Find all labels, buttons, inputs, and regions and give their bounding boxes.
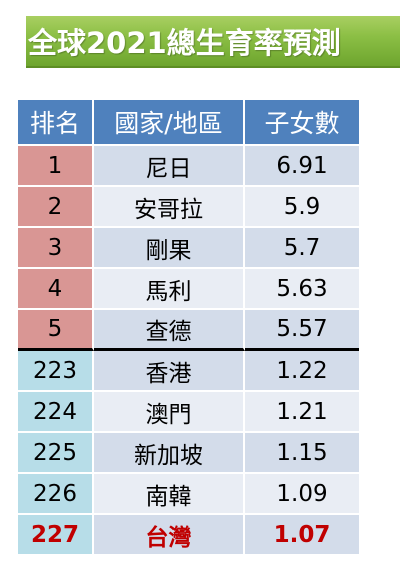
rank-cell: 4 xyxy=(18,269,94,310)
country-cell: 香港 xyxy=(94,351,245,392)
country-cell: 安哥拉 xyxy=(94,187,245,228)
country-cell: 剛果 xyxy=(94,228,245,269)
country-cell: 南韓 xyxy=(94,474,245,515)
children-cell: 5.7 xyxy=(245,228,359,269)
rank-cell: 227 xyxy=(18,515,94,556)
children-cell: 6.91 xyxy=(245,146,359,187)
table-row: 2 安哥拉 5.9 xyxy=(18,187,359,228)
children-cell: 1.21 xyxy=(245,392,359,433)
table-row: 225 新加坡 1.15 xyxy=(18,433,359,474)
rank-cell: 1 xyxy=(18,146,94,187)
rank-cell: 224 xyxy=(18,392,94,433)
table-row: 223 香港 1.22 xyxy=(18,351,359,392)
page-title: 全球2021總生育率預測 xyxy=(28,26,341,60)
header-country: 國家/地區 xyxy=(94,100,245,146)
table-row: 5 查德 5.57 xyxy=(18,310,359,351)
children-cell: 1.15 xyxy=(245,433,359,474)
rank-cell: 5 xyxy=(18,310,94,351)
title-banner: 全球2021總生育率預測 xyxy=(26,16,400,68)
rank-cell: 2 xyxy=(18,187,94,228)
header-children: 子女數 xyxy=(245,100,359,146)
country-cell: 新加坡 xyxy=(94,433,245,474)
country-cell: 馬利 xyxy=(94,269,245,310)
country-cell: 查德 xyxy=(94,310,245,351)
rank-cell: 225 xyxy=(18,433,94,474)
header-rank: 排名 xyxy=(18,100,94,146)
rank-cell: 226 xyxy=(18,474,94,515)
children-cell: 1.07 xyxy=(245,515,359,556)
table-row: 3 剛果 5.7 xyxy=(18,228,359,269)
children-cell: 1.09 xyxy=(245,474,359,515)
table-header-row: 排名 國家/地區 子女數 xyxy=(18,100,359,146)
rank-cell: 3 xyxy=(18,228,94,269)
table-row: 1 尼日 6.91 xyxy=(18,146,359,187)
table-row-highlight: 227 台灣 1.07 xyxy=(18,515,359,556)
country-cell: 澳門 xyxy=(94,392,245,433)
rank-cell: 223 xyxy=(18,351,94,392)
children-cell: 5.57 xyxy=(245,310,359,351)
table-row: 224 澳門 1.21 xyxy=(18,392,359,433)
table-row: 226 南韓 1.09 xyxy=(18,474,359,515)
children-cell: 5.9 xyxy=(245,187,359,228)
table-row: 4 馬利 5.63 xyxy=(18,269,359,310)
country-cell: 尼日 xyxy=(94,146,245,187)
children-cell: 5.63 xyxy=(245,269,359,310)
children-cell: 1.22 xyxy=(245,351,359,392)
country-cell: 台灣 xyxy=(94,515,245,556)
fertility-rank-table: 排名 國家/地區 子女數 1 尼日 6.91 2 安哥拉 5.9 3 剛果 5.… xyxy=(18,100,359,556)
